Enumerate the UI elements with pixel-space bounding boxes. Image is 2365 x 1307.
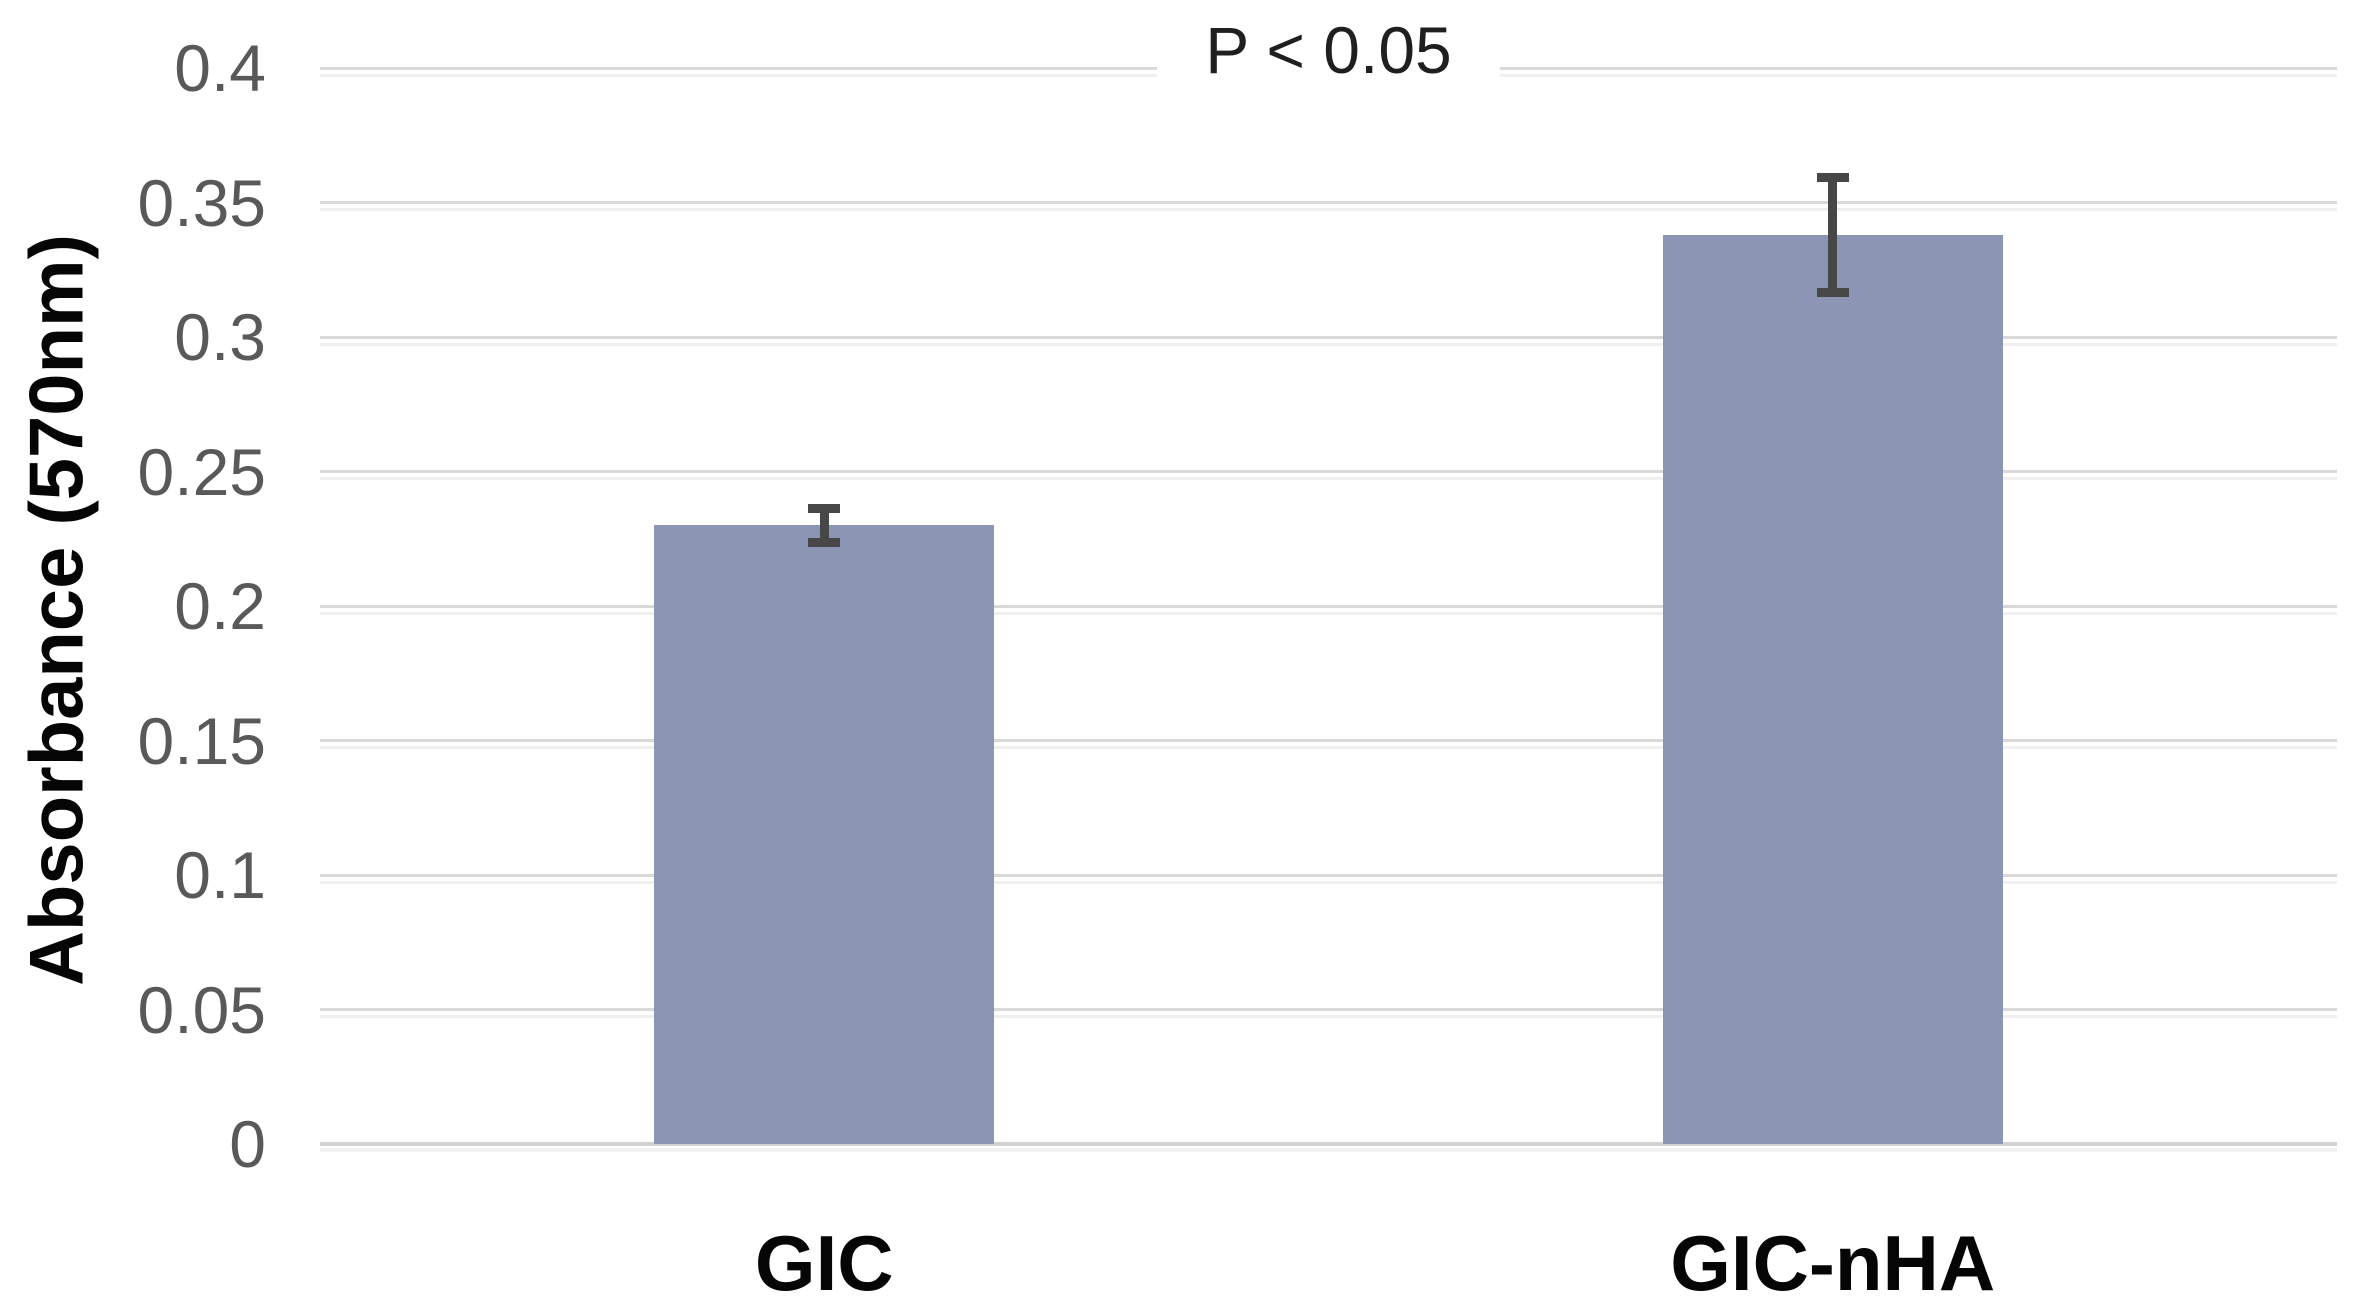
y-tick-label-0.15: 0.15 [137, 703, 266, 778]
y-tick-label-0.3: 0.3 [174, 300, 266, 374]
error-bar-cap-bottom [1816, 287, 1849, 297]
gridline-0.1 [320, 873, 2337, 877]
error-bar-cap-top [1816, 172, 1849, 182]
y-tick-label-0.4: 0.4 [174, 31, 266, 105]
error-bar-cap-top [808, 503, 841, 513]
gridline-0.25 [320, 470, 2337, 473]
y-tick-label-0.25: 0.25 [137, 434, 266, 509]
error-bar-cap-bottom [808, 537, 841, 547]
chart-title-band: P < 0.05 [320, 2, 2337, 98]
category-label-gic-nha: GIC-nHA [1670, 1219, 1996, 1307]
bar-gic-nha [1662, 234, 2003, 1144]
y-tick-label-0: 0 [229, 1107, 266, 1181]
bar-gic [654, 525, 995, 1144]
gridline-0.2 [320, 604, 2337, 608]
x-axis-baseline [320, 1142, 2337, 1146]
error-bar-line [1828, 172, 1838, 297]
error-bar-gic [808, 503, 841, 547]
y-tick-label-0.1: 0.1 [174, 838, 266, 912]
y-tick-label-0.35: 0.35 [137, 165, 266, 240]
gridline-0.3 [320, 335, 2337, 339]
error-bar-gic-nha [1816, 172, 1849, 297]
category-label-gic: GIC [754, 1219, 894, 1307]
gridline-0.35 [320, 201, 2337, 204]
y-tick-label-0.2: 0.2 [174, 569, 266, 643]
significance-annotation: P < 0.05 [1157, 2, 1500, 98]
gridline-0.05 [320, 1008, 2337, 1011]
error-bar-line [819, 503, 829, 547]
y-tick-label-0.05: 0.05 [137, 972, 266, 1047]
gridline-0.15 [320, 739, 2337, 742]
